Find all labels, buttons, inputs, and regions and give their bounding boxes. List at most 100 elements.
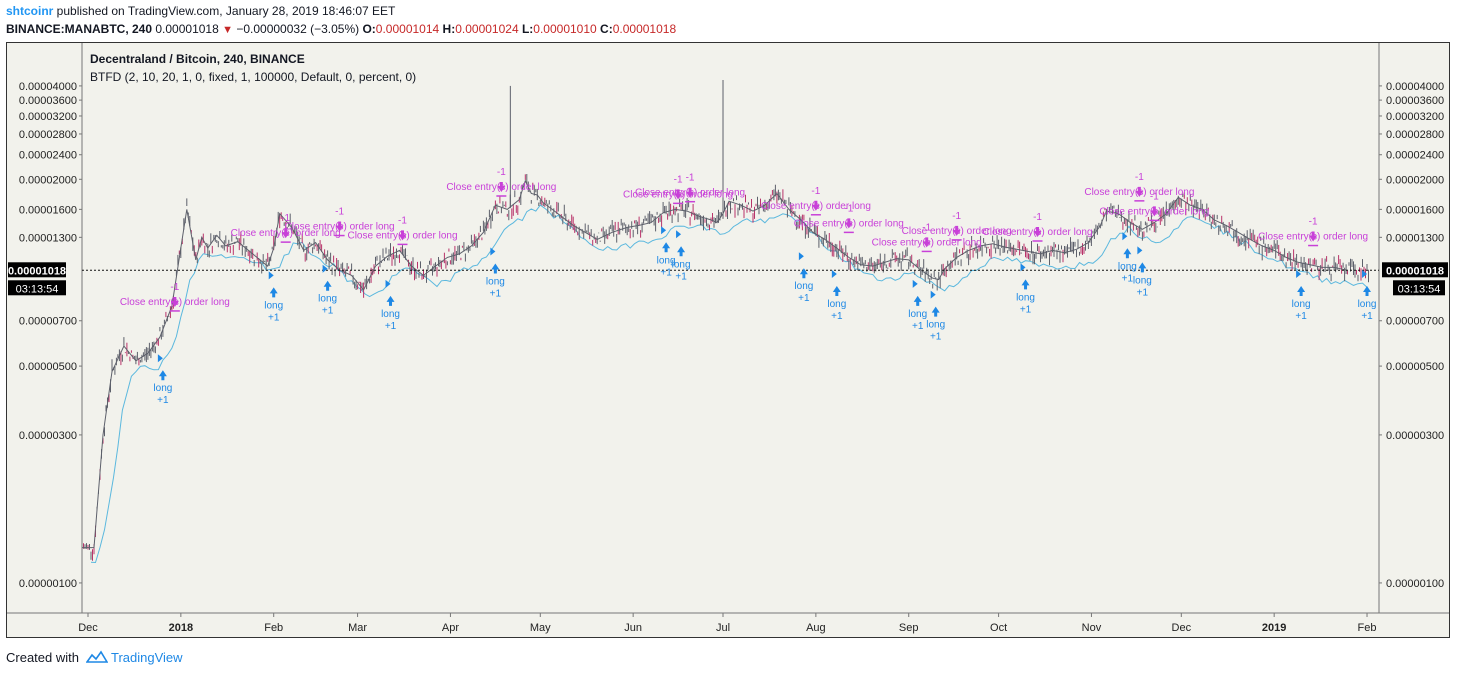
entry-marker-icon	[1362, 270, 1368, 279]
ohlc-low-value: 0.00001010	[533, 22, 597, 36]
close-arrow-icon	[398, 230, 407, 241]
author-name[interactable]: shtcoinr	[6, 4, 54, 18]
price-change: −0.00000032 (−3.05%)	[236, 22, 360, 36]
long-arrow-icon	[931, 306, 940, 317]
y-tick-label-right: 0.00000100	[1386, 578, 1444, 590]
x-tick-label: May	[530, 622, 551, 634]
entry-marker-icon	[930, 290, 936, 299]
ohlc-close-label: C:	[600, 22, 613, 36]
y-tick-label-right: 0.00002400	[1386, 150, 1444, 162]
long-signal-qty: +1	[385, 321, 397, 332]
long-signal-label: long	[1016, 292, 1035, 303]
long-arrow-icon	[323, 280, 332, 291]
long-arrow-icon	[158, 370, 167, 381]
price-chart[interactable]: 0.00000100 0.00000300 0.00000500 0.00000700…	[7, 43, 1449, 637]
y-tick-label-right: 0.00001300	[1386, 232, 1444, 244]
entry-marker-icon	[490, 247, 496, 256]
close-signal-qty: -1	[398, 215, 407, 226]
close-signal-label: Close entry(s) order long	[761, 201, 871, 212]
long-signal-label: long	[926, 320, 945, 331]
ohlc-high-value: 0.00001024	[455, 22, 519, 36]
x-tick-label: 2019	[1262, 622, 1286, 634]
long-signal-qty: +1	[1020, 304, 1032, 315]
y-tick-label-right: 0.00002000	[1386, 174, 1444, 186]
entry-marker-icon	[322, 264, 328, 273]
long-signal-label: long	[381, 309, 400, 320]
close-signal-qty: -1	[1033, 212, 1042, 223]
tradingview-brand[interactable]: TradingView	[111, 650, 183, 665]
close-signal-label: Close entry(s) order long	[1099, 206, 1209, 217]
long-signal-qty: +1	[322, 306, 334, 317]
close-arrow-icon	[1135, 186, 1144, 197]
y-tick-label-left: 0.00003600	[19, 95, 77, 107]
y-tick-label-right: 0.00000500	[1386, 361, 1444, 373]
entry-marker-icon	[1137, 246, 1143, 255]
chart-container[interactable]: 0.00000100 0.00000300 0.00000500 0.00000700…	[6, 42, 1450, 638]
long-arrow-icon	[799, 268, 808, 279]
long-signal-qty: +1	[660, 267, 672, 278]
entry-marker-icon	[157, 354, 163, 363]
close-arrow-icon	[922, 237, 931, 248]
close-signal-qty: -1	[1309, 217, 1318, 228]
y-tick-label-left: 0.00000500	[19, 361, 77, 373]
y-tick-label-right: 0.00002800	[1386, 129, 1444, 141]
left-countdown-text: 03:13:54	[16, 283, 59, 295]
long-signal-qty: +1	[798, 293, 810, 304]
close-arrow-icon	[674, 189, 683, 200]
legend-indicator: BTFD (2, 10, 20, 1, 0, fixed, 1, 100000,…	[90, 70, 416, 84]
x-tick-label: Oct	[990, 622, 1007, 634]
close-signal-qty: -1	[922, 222, 931, 233]
long-arrow-icon	[1363, 286, 1372, 297]
ohlc-low-label: L:	[521, 22, 534, 36]
long-signal-label: long	[1358, 299, 1377, 310]
entry-marker-icon	[912, 279, 918, 288]
left-countdown-badge	[8, 280, 66, 296]
close-signal-label: Close entry(s) order long	[635, 188, 745, 199]
down-triangle-icon: ▼	[222, 24, 233, 36]
long-signal-label: long	[657, 255, 676, 266]
long-signal-qty: +1	[1361, 311, 1373, 322]
published-text: published on TradingView.com, January 28…	[53, 4, 396, 18]
right-countdown-badge	[1393, 280, 1445, 296]
close-arrow-icon	[811, 200, 820, 211]
x-tick-label: Dec	[1172, 622, 1192, 634]
close-arrow-icon	[844, 218, 853, 229]
close-signal-qty: -1	[281, 213, 290, 224]
close-arrow-icon	[335, 221, 344, 232]
y-tick-label-right: 0.00001600	[1386, 204, 1444, 216]
close-arrow-icon	[1309, 231, 1318, 242]
entry-marker-icon	[831, 270, 837, 279]
entry-marker-icon	[1122, 232, 1128, 241]
long-arrow-icon	[677, 246, 686, 257]
close-signal-label: Close entry(s) order long	[120, 297, 230, 308]
long-arrow-icon	[1021, 279, 1030, 290]
right-price-axis: 0.00000100 0.00000300 0.00000500 0.00000700…	[1379, 81, 1444, 590]
x-tick-label: Feb	[264, 622, 283, 634]
close-signal-qty: -1	[686, 173, 695, 184]
y-tick-label-left: 0.00000300	[19, 430, 77, 442]
long-arrow-icon	[1123, 248, 1132, 259]
close-signal-label: Close entry(s) order long	[446, 182, 556, 193]
x-tick-label: Sep	[899, 622, 919, 634]
close-signal-label: Close entry(s) order long	[794, 218, 904, 229]
ohlc-open-value: 0.00001014	[375, 22, 440, 36]
x-tick-label: Dec	[78, 622, 98, 634]
close-arrow-icon	[497, 181, 506, 192]
entry-marker-icon	[661, 226, 667, 235]
left-price-badge-text: 0.00001018	[8, 265, 66, 277]
y-tick-label-right: 0.00000300	[1386, 430, 1444, 442]
long-signal-qty: +1	[157, 395, 169, 406]
ohlc-close-value: 0.00001018	[612, 22, 677, 36]
right-price-badge	[1382, 262, 1448, 278]
long-signal-label: long	[1292, 299, 1311, 310]
close-arrow-icon	[281, 228, 290, 239]
y-tick-label-right: 0.00003200	[1386, 111, 1444, 123]
long-signal-label: long	[153, 383, 172, 394]
y-tick-label-right: 0.00004000	[1386, 81, 1444, 93]
long-signal-qty: +1	[912, 321, 924, 332]
long-arrow-icon	[491, 263, 500, 274]
close-signal-label: Close entry(s) order long	[347, 230, 457, 241]
long-signal-qty: +1	[1137, 287, 1149, 298]
long-signal-label: long	[264, 300, 283, 311]
